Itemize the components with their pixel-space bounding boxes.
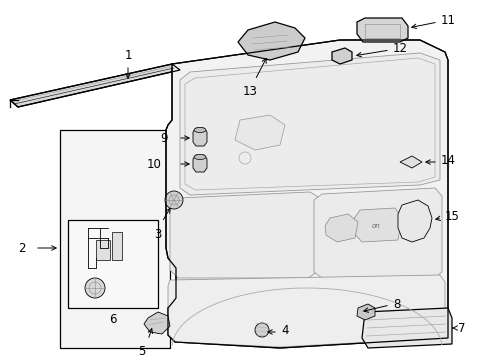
Polygon shape	[166, 40, 448, 348]
Polygon shape	[193, 128, 207, 146]
Polygon shape	[362, 308, 452, 348]
Polygon shape	[238, 22, 305, 60]
Polygon shape	[400, 156, 422, 168]
Polygon shape	[193, 155, 207, 172]
Text: 2: 2	[18, 242, 26, 255]
Polygon shape	[353, 208, 402, 242]
Text: 1: 1	[124, 49, 132, 62]
Polygon shape	[235, 115, 285, 150]
Text: 8: 8	[393, 297, 400, 310]
Polygon shape	[168, 275, 445, 347]
Text: 7: 7	[458, 321, 466, 334]
Text: 14: 14	[441, 154, 456, 167]
Ellipse shape	[194, 127, 206, 132]
Polygon shape	[10, 64, 180, 107]
Text: 12: 12	[393, 42, 408, 55]
Text: 10: 10	[147, 158, 162, 171]
Text: on: on	[371, 223, 380, 229]
Ellipse shape	[194, 154, 206, 159]
Polygon shape	[325, 214, 358, 242]
Polygon shape	[357, 18, 408, 42]
Bar	[112, 232, 122, 260]
Polygon shape	[60, 130, 170, 348]
Polygon shape	[180, 53, 440, 195]
Bar	[68, 220, 158, 308]
Polygon shape	[398, 200, 432, 242]
Polygon shape	[357, 304, 375, 320]
Text: 3: 3	[154, 228, 162, 241]
Text: 6: 6	[109, 313, 117, 326]
Polygon shape	[332, 48, 352, 64]
Polygon shape	[314, 188, 442, 278]
Text: 5: 5	[138, 345, 146, 358]
Text: 4: 4	[281, 324, 289, 338]
Polygon shape	[144, 312, 170, 334]
Circle shape	[165, 191, 183, 209]
Text: 15: 15	[445, 211, 460, 224]
Bar	[96, 240, 110, 260]
Circle shape	[85, 278, 105, 298]
Circle shape	[255, 323, 269, 337]
Text: 11: 11	[441, 14, 456, 27]
Text: 13: 13	[243, 85, 257, 98]
Polygon shape	[170, 192, 320, 278]
Text: 9: 9	[161, 131, 168, 144]
